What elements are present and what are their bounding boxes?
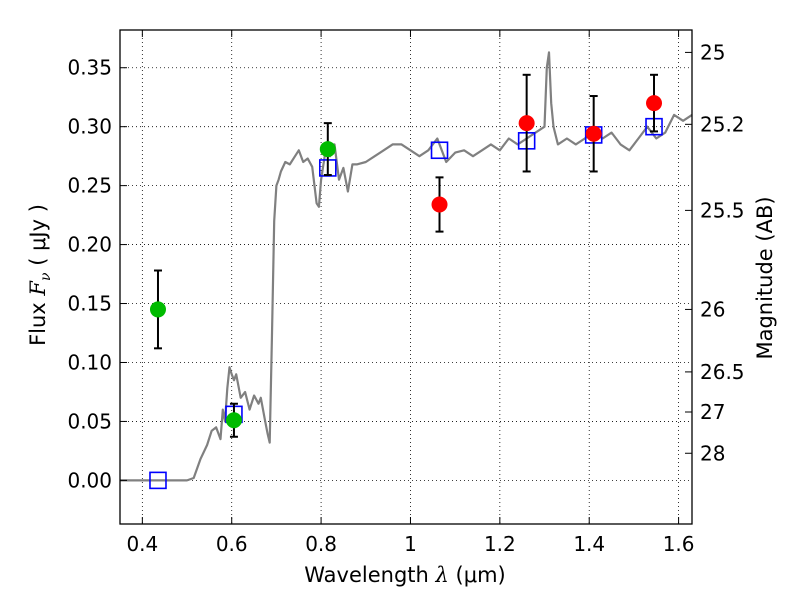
model-spectrum-line bbox=[120, 51, 693, 482]
x-tick-label: 1.4 bbox=[573, 532, 605, 556]
plot-frame bbox=[119, 29, 693, 525]
y2-tick-label: 25.2 bbox=[700, 112, 745, 136]
observed-points bbox=[149, 95, 663, 429]
y-tick-label: 0.10 bbox=[67, 350, 112, 374]
axis-ticks: 0.4 0.6 0.8 1 1.2 1.4 1.6 0.00 0.05 0.10 0.15 0.20 0… bbox=[67, 30, 745, 556]
axes-frame bbox=[119, 29, 693, 525]
y2-tick-label: 25.5 bbox=[700, 198, 745, 222]
right-y-axis-label: Magnitude (AB) bbox=[753, 196, 777, 359]
y2-tick-label: 25 bbox=[700, 40, 725, 64]
model-spectrum bbox=[120, 51, 693, 482]
y2-tick-label: 26.5 bbox=[700, 360, 745, 384]
x-tick-label: 0.6 bbox=[216, 532, 248, 556]
y2-tick-label: 27 bbox=[700, 400, 725, 424]
y-tick-label: 0.30 bbox=[67, 115, 112, 139]
model-photometry-square bbox=[430, 141, 449, 160]
red-data-point bbox=[646, 95, 663, 112]
red-data-point bbox=[431, 196, 448, 213]
y-tick-label: 0.15 bbox=[67, 292, 112, 316]
green-data-point bbox=[149, 301, 166, 318]
y-tick-label: 0.05 bbox=[67, 409, 112, 433]
red-data-point bbox=[518, 115, 535, 132]
y-tick-label: 0.25 bbox=[67, 174, 112, 198]
y2-tick-label: 28 bbox=[700, 441, 725, 465]
y-tick-label: 0.20 bbox=[67, 233, 112, 257]
y-tick-label: 0.35 bbox=[67, 56, 112, 80]
y-tick-label: 0.00 bbox=[67, 468, 112, 492]
x-tick-label: 0.4 bbox=[126, 532, 158, 556]
green-data-point bbox=[225, 412, 242, 429]
x-tick-label: 1 bbox=[404, 532, 417, 556]
red-data-point bbox=[585, 125, 602, 142]
model-photometry-square bbox=[149, 471, 167, 490]
x-axis-label: Wavelength λ (μm) bbox=[304, 563, 505, 587]
x-tick-label: 0.8 bbox=[305, 532, 337, 556]
x-tick-label: 1.2 bbox=[484, 532, 516, 556]
y-axis-label: Flux Fν ( μJy ) bbox=[26, 204, 54, 346]
green-data-point bbox=[319, 141, 336, 158]
x-tick-label: 1.6 bbox=[663, 532, 695, 556]
y2-tick-label: 26 bbox=[700, 297, 725, 321]
